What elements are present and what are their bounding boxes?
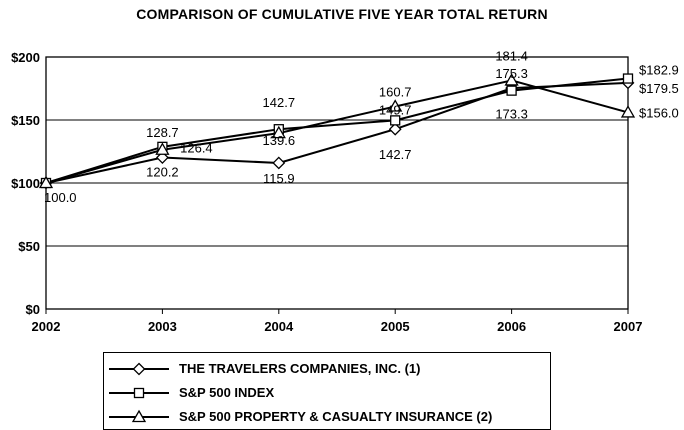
x-tick-label: 2003 bbox=[148, 319, 177, 334]
data-label: 115.9 bbox=[263, 171, 295, 186]
data-label: 128.7 bbox=[146, 125, 179, 140]
data-label: 139.6 bbox=[263, 133, 296, 148]
data-label: 120.2 bbox=[146, 165, 179, 180]
gridlines bbox=[46, 56, 628, 310]
data-label: 175.3 bbox=[495, 66, 528, 81]
series-line-2 bbox=[45, 77, 629, 184]
legend-item-property-casualty: S&P 500 PROPERTY & CASUALTY INSURANCE (2… bbox=[104, 407, 550, 427]
legend-item-sp500: S&P 500 INDEX bbox=[104, 383, 550, 403]
data-point-triangle bbox=[271, 125, 286, 139]
y-tick-label: $100 bbox=[11, 176, 40, 191]
series-line-3 bbox=[45, 79, 629, 184]
data-labels: 100.0 120.2 115.9 142.7 175.3 $179.5 128.7 142.… bbox=[44, 48, 679, 205]
data-label: 181.4 bbox=[495, 48, 528, 63]
data-label: 173.3 bbox=[495, 107, 528, 122]
data-label: $182.9 bbox=[639, 63, 679, 78]
data-label: 149.7 bbox=[379, 102, 412, 117]
data-label: 160.7 bbox=[379, 85, 412, 100]
data-point-triangle bbox=[504, 73, 519, 86]
x-tick-label: 2002 bbox=[32, 319, 61, 334]
data-point-square bbox=[506, 85, 517, 96]
diamond-marker-icon bbox=[109, 362, 169, 376]
data-label: 100.0 bbox=[44, 190, 77, 205]
y-tick-label: $200 bbox=[11, 50, 40, 65]
data-point-triangle bbox=[38, 175, 54, 189]
chart-title: COMPARISON OF CUMULATIVE FIVE YEAR TOTAL… bbox=[136, 6, 548, 22]
data-label: 142.7 bbox=[263, 95, 296, 110]
square-marker-icon bbox=[109, 387, 169, 399]
data-point-diamond bbox=[272, 156, 286, 170]
legend-marker-shape bbox=[133, 387, 145, 399]
y-tick-label: $150 bbox=[11, 113, 40, 128]
data-point-triangle bbox=[620, 105, 636, 118]
data-label: $179.5 bbox=[639, 81, 679, 96]
data-label: 126.4 bbox=[180, 141, 213, 156]
y-tick-label: $0 bbox=[26, 302, 40, 317]
axes: $0 $50 $100 $150 $200 2002 2003 2004 2005 2006 200… bbox=[11, 50, 642, 334]
data-label: $156.0 bbox=[639, 105, 679, 120]
data-point-triangle bbox=[155, 142, 170, 155]
legend: THE TRAVELERS COMPANIES, INC. (1) S&P 50… bbox=[103, 352, 551, 430]
x-tick-label: 2005 bbox=[381, 319, 410, 334]
legend-label-sp500: S&P 500 INDEX bbox=[179, 385, 275, 400]
legend-item-travelers: THE TRAVELERS COMPANIES, INC. (1) bbox=[104, 359, 550, 379]
legend-marker-shape bbox=[131, 409, 147, 423]
x-tick-label: 2004 bbox=[264, 319, 294, 334]
legend-label-property-casualty: S&P 500 PROPERTY & CASUALTY INSURANCE (2… bbox=[179, 409, 493, 424]
data-point-triangle bbox=[388, 99, 403, 112]
y-tick-label: $50 bbox=[18, 239, 40, 254]
series-line-1 bbox=[45, 81, 629, 184]
x-tick-label: 2007 bbox=[614, 319, 643, 334]
data-point-square bbox=[390, 115, 401, 126]
data-label: 142.7 bbox=[379, 147, 412, 162]
data-point-diamond bbox=[388, 122, 402, 136]
legend-label-travelers: THE TRAVELERS COMPANIES, INC. (1) bbox=[179, 361, 421, 376]
series-lines bbox=[38, 73, 636, 190]
data-point-square bbox=[622, 73, 634, 84]
x-tick-label: 2006 bbox=[497, 319, 526, 334]
legend-marker-shape bbox=[132, 362, 146, 376]
triangle-marker-icon bbox=[109, 409, 169, 423]
